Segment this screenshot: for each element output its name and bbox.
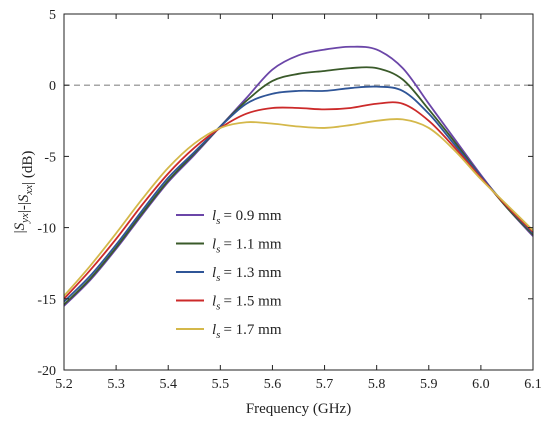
- y-tick-label: -5: [44, 150, 56, 165]
- plot-frame: [63, 13, 534, 371]
- x-tick-label: 6.0: [472, 377, 490, 392]
- x-tick-label: 5.4: [159, 377, 177, 392]
- legend-label-2: ls = 1.1 mm: [212, 237, 282, 256]
- x-tick-label: 5.3: [107, 377, 125, 392]
- x-tick-label: 5.7: [316, 377, 334, 392]
- y-tick-label: -10: [37, 222, 56, 237]
- series-layer: [63, 45, 534, 307]
- x-tick-label: 5.9: [420, 377, 438, 392]
- y-axis-title-text: |Syx|-|Sxx| (dB): [12, 151, 36, 234]
- legend-label-3: ls = 1.3 mm: [212, 265, 282, 284]
- x-tick-label: 5.8: [368, 377, 386, 392]
- y-tick-label: 0: [49, 79, 56, 94]
- ticks-layer: 5.2 5.3 5.4 5.5 5.6 5.7 5.8 5.9 6.0 6.1 5 0 -5 -10 -15…: [37, 8, 541, 392]
- legend-label-5: ls = 1.7 mm: [212, 322, 282, 341]
- x-tick-label: 5.6: [264, 377, 282, 392]
- series-line-2: [63, 66, 534, 306]
- legend: ls = 0.9 mm ls = 1.1 mm ls = 1.3 mm ls = 1.5 mm…: [176, 208, 282, 341]
- series-line-4: [63, 101, 534, 300]
- x-tick-label: 5.2: [55, 377, 73, 392]
- y-tick-label: -20: [37, 364, 56, 379]
- legend-label-4: ls = 1.5 mm: [212, 294, 282, 313]
- x-tick-label: 5.5: [212, 377, 230, 392]
- y-tick-label: -15: [37, 293, 56, 308]
- y-tick-label: 5: [49, 8, 56, 23]
- x-axis-title: Frequency (GHz): [246, 401, 351, 417]
- y-axis-title: |Syx|-|Sxx| (dB): [12, 151, 36, 234]
- legend-label-1: ls = 0.9 mm: [212, 208, 282, 227]
- x-tick-label: 6.1: [524, 377, 542, 392]
- series-line-3: [63, 85, 534, 303]
- series-line-5: [63, 118, 534, 297]
